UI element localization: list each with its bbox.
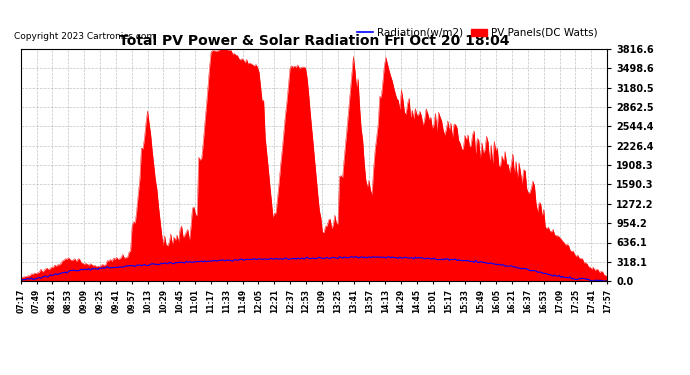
Legend: Radiation(w/m2), PV Panels(DC Watts): Radiation(w/m2), PV Panels(DC Watts) bbox=[353, 24, 602, 42]
Title: Total PV Power & Solar Radiation Fri Oct 20 18:04: Total PV Power & Solar Radiation Fri Oct… bbox=[119, 34, 509, 48]
Text: Copyright 2023 Cartronics.com: Copyright 2023 Cartronics.com bbox=[14, 32, 155, 41]
